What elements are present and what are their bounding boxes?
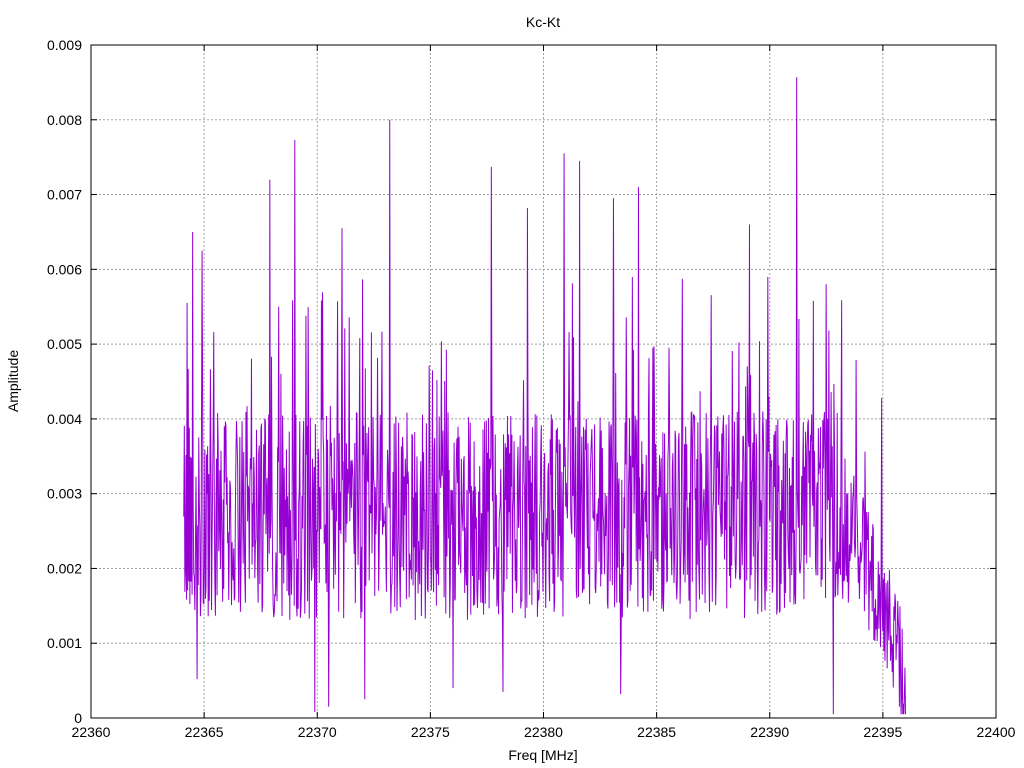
x-tick-label: 22360 — [72, 724, 111, 740]
x-tick-label: 22370 — [298, 724, 337, 740]
x-tick-label: 22380 — [524, 724, 563, 740]
y-tick-label: 0.007 — [47, 187, 82, 203]
y-tick-label: 0.002 — [47, 560, 82, 576]
y-tick-label: 0.006 — [47, 261, 82, 277]
y-axis-title: Amplitude — [5, 350, 21, 412]
chart-title: Kc-Kt — [526, 14, 560, 30]
y-tick-label: 0.004 — [47, 411, 82, 427]
axis-ticks: 22360 22365 22370 22375 22380 22385 22390 22395… — [47, 37, 1016, 740]
spectrum-line — [183, 77, 906, 715]
y-tick-label: 0.003 — [47, 486, 82, 502]
x-axis-title: Freq [MHz] — [508, 747, 577, 763]
x-tick-label: 22400 — [977, 724, 1016, 740]
y-tick-label: 0.009 — [47, 37, 82, 53]
grid — [91, 45, 996, 718]
data-series-layer — [183, 77, 906, 715]
x-tick-label: 22365 — [185, 724, 224, 740]
x-tick-label: 22390 — [750, 724, 789, 740]
y-tick-label: 0.001 — [47, 635, 82, 651]
x-tick-label: 22385 — [637, 724, 676, 740]
x-tick-label: 22375 — [411, 724, 450, 740]
y-tick-label: 0 — [74, 710, 82, 726]
y-tick-label: 0.008 — [47, 112, 82, 128]
x-tick-label: 22395 — [863, 724, 902, 740]
y-tick-label: 0.005 — [47, 336, 82, 352]
